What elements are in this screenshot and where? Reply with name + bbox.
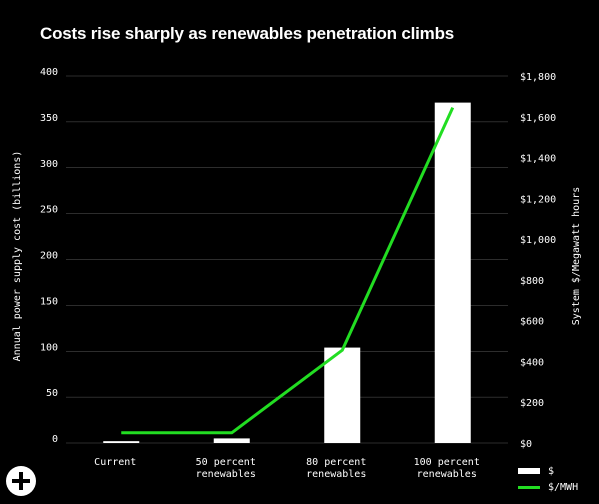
y2-tick-label: $600 xyxy=(520,317,544,328)
right-axis-title: System $/Megawatt hours xyxy=(571,187,582,325)
y-tick-label: 400 xyxy=(40,67,58,78)
x-tick-label: 80 percent renewables xyxy=(306,457,366,480)
legend-label: $/MWH xyxy=(548,481,579,493)
y-tick-label: 0 xyxy=(52,434,58,445)
y2-tick-label: $1,400 xyxy=(520,154,556,165)
y-tick-label: 150 xyxy=(40,296,58,307)
x-tick-label-line: renewables xyxy=(417,469,477,480)
plus-circle-icon[interactable] xyxy=(6,466,36,496)
x-tick-label: 100 percent renewables xyxy=(414,457,480,480)
legend: $ $/MWH xyxy=(518,463,578,495)
left-axis-ticks: 0 50 100 150 200 250 300 350 400 xyxy=(40,67,58,445)
x-tick-label: 50 percent renewables xyxy=(196,457,256,480)
y2-tick-label: $1,800 xyxy=(520,72,556,83)
y2-tick-label: $200 xyxy=(520,398,544,409)
y-tick-label: 200 xyxy=(40,251,58,262)
x-tick-label-line: 50 percent xyxy=(196,457,256,468)
legend-swatch-bar xyxy=(518,468,540,474)
y2-tick-label: $1,200 xyxy=(520,194,556,205)
left-axis-title: Annual power supply cost (billions) xyxy=(12,151,23,362)
y2-tick-label: $1,600 xyxy=(520,113,556,124)
x-tick-label: Current xyxy=(94,457,136,468)
gridlines xyxy=(66,75,508,444)
right-axis-ticks: $0 $200 $400 $600 $800 $1,000 $1,200 $1,400 $1,6… xyxy=(520,72,556,450)
bar xyxy=(103,441,140,443)
series-line xyxy=(121,106,455,435)
bar xyxy=(324,347,361,443)
y-tick-label: 300 xyxy=(40,159,58,170)
y-tick-label: 350 xyxy=(40,113,58,124)
x-tick-label-line: renewables xyxy=(196,469,256,480)
bar xyxy=(434,102,471,444)
legend-item-line: $/MWH xyxy=(518,479,578,495)
y-tick-label: 100 xyxy=(40,342,58,353)
chart-title: Costs rise sharply as renewables penetra… xyxy=(40,24,455,43)
y-tick-label: 250 xyxy=(40,205,58,216)
x-tick-label-line: 100 percent xyxy=(414,457,480,468)
x-tick-label-line: Current xyxy=(94,457,136,468)
bar-series xyxy=(103,102,471,444)
x-tick-label-line: renewables xyxy=(306,469,366,480)
y2-tick-label: $1,000 xyxy=(520,235,556,246)
legend-swatch-line xyxy=(518,485,540,489)
line-series xyxy=(121,106,455,435)
y2-tick-label: $400 xyxy=(520,357,544,368)
legend-item-bar: $ xyxy=(518,463,578,479)
y2-tick-label: $800 xyxy=(520,276,544,287)
bar xyxy=(213,438,250,443)
legend-label: $ xyxy=(548,465,555,477)
y-tick-label: 50 xyxy=(46,388,58,399)
x-tick-label-line: 80 percent xyxy=(306,457,366,468)
y2-tick-label: $0 xyxy=(520,439,532,450)
